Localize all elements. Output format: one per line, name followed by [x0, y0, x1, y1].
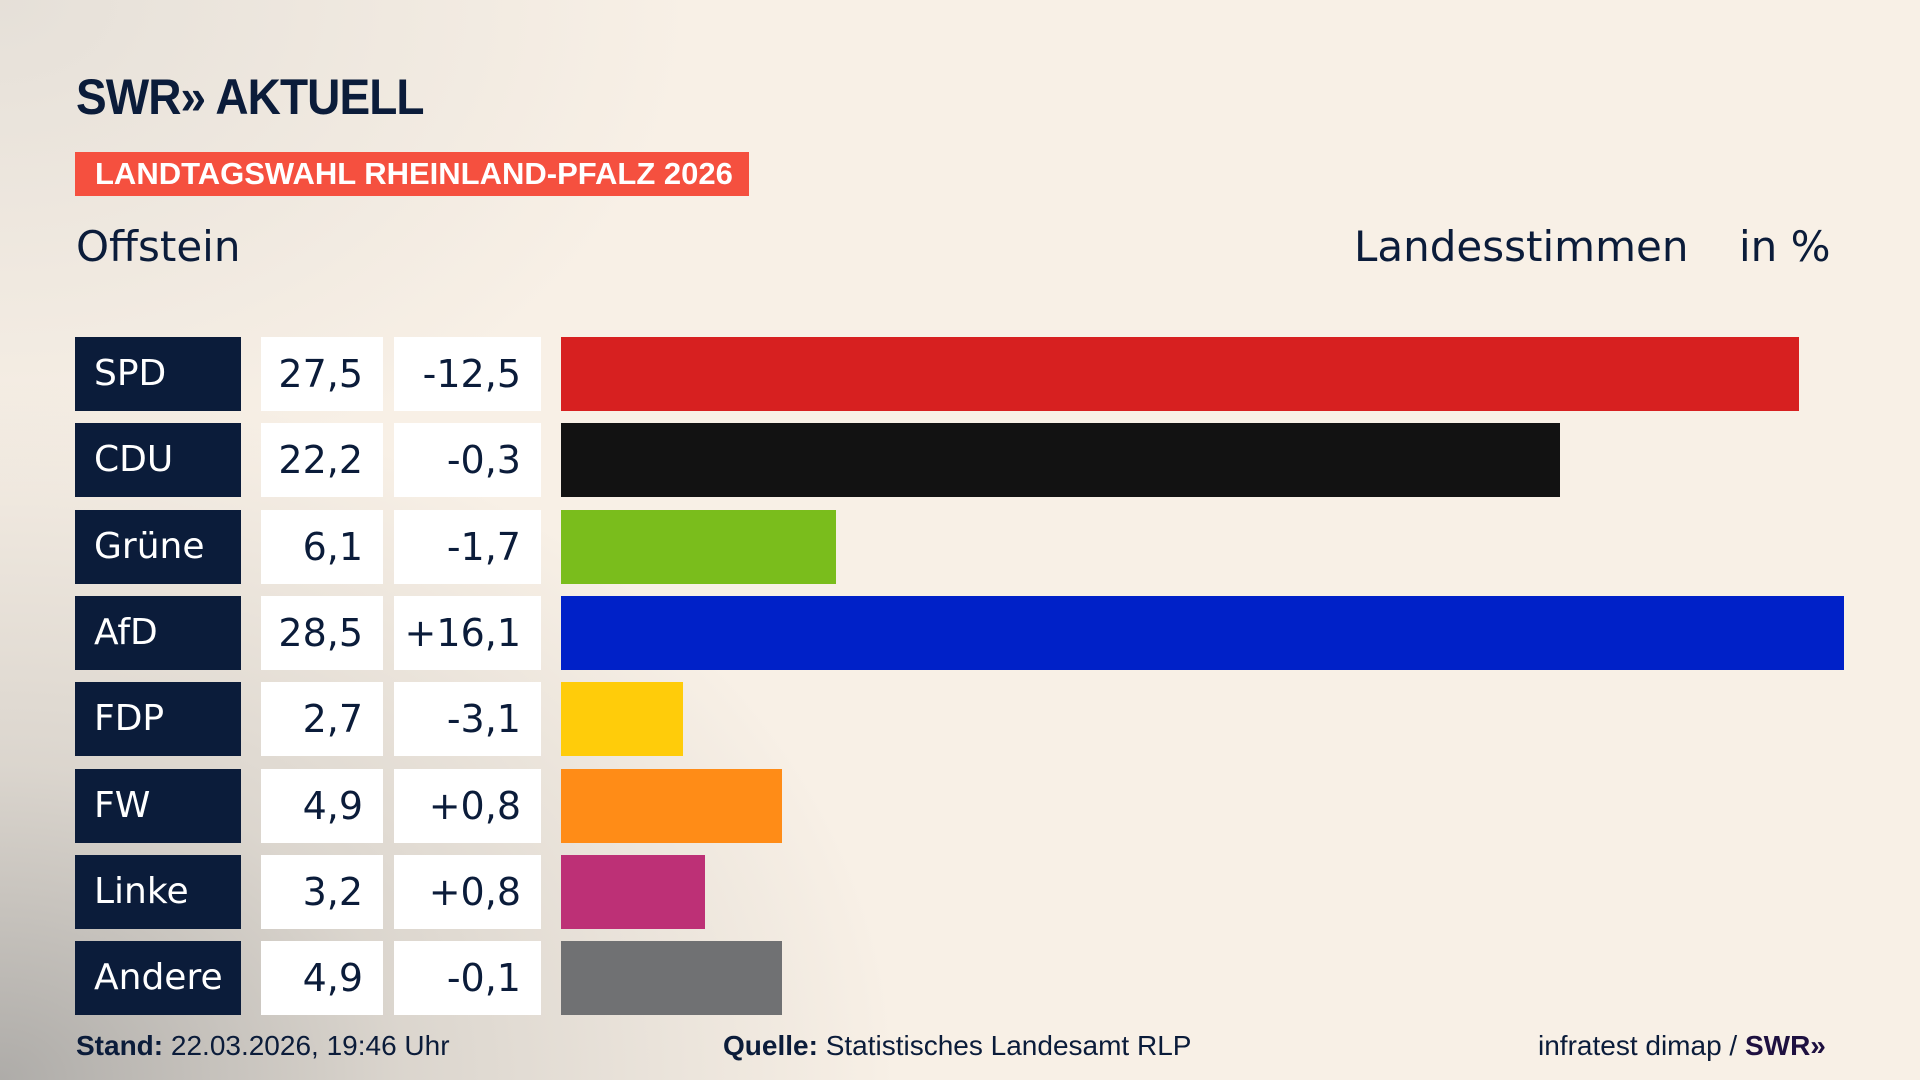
bar-cdu	[561, 423, 1561, 498]
bar-fw	[561, 768, 782, 843]
bar-fdp	[561, 682, 683, 757]
timestamp: Stand: 22.03.2026, 19:46 Uhr	[76, 1030, 450, 1062]
result-row: Grüne 6,1 -1,7	[0, 509, 1920, 584]
vote-share-label: 6,1	[261, 509, 383, 584]
vote-share-label: 4,9	[261, 768, 383, 843]
change-label: -12,5	[394, 337, 541, 411]
vote-share-label: 27,5	[261, 337, 383, 411]
party-label: FW	[75, 768, 241, 843]
change-label: -0,1	[394, 941, 541, 1016]
change-label: -1,7	[394, 509, 541, 584]
party-label: AfD	[75, 595, 241, 670]
measure-label: Landesstimmen	[1354, 222, 1689, 271]
party-label: SPD	[75, 337, 241, 411]
party-label: Andere	[75, 941, 241, 1016]
election-banner: LANDTAGSWAHL RHEINLAND-PFALZ 2026	[75, 152, 749, 196]
vote-share-label: 2,7	[261, 682, 383, 757]
change-label: -0,3	[394, 423, 541, 498]
change-label: -3,1	[394, 682, 541, 757]
stand-label: Stand:	[76, 1030, 164, 1061]
stand-value: 22.03.2026, 19:46 Uhr	[170, 1030, 450, 1061]
vote-share-label: 3,2	[261, 854, 383, 929]
result-row: Andere 4,9 -0,1	[0, 941, 1920, 1016]
result-row: CDU 22,2 -0,3	[0, 423, 1920, 498]
party-label: Linke	[75, 854, 241, 929]
change-label: +16,1	[394, 595, 541, 670]
vote-share-label: 4,9	[261, 941, 383, 1016]
bar-afd	[561, 595, 1844, 670]
swr-aktuell-logo: SWR» AKTUELL	[76, 69, 424, 125]
result-row: AfD 28,5 +16,1	[0, 595, 1920, 670]
change-label: +0,8	[394, 854, 541, 929]
source-value: Statistisches Landesamt RLP	[825, 1030, 1192, 1061]
party-label: Grüne	[75, 509, 241, 584]
credit-text: infratest dimap /	[1538, 1030, 1738, 1061]
result-row: SPD 27,5 -12,5	[0, 337, 1920, 411]
bar-andere	[561, 941, 782, 1016]
source-label: Quelle:	[723, 1030, 818, 1061]
result-row: FW 4,9 +0,8	[0, 768, 1920, 843]
credit: infratest dimap / SWR»	[1538, 1030, 1826, 1062]
vote-share-label: 22,2	[261, 423, 383, 498]
change-label: +0,8	[394, 768, 541, 843]
result-row: FDP 2,7 -3,1	[0, 682, 1920, 757]
source: Quelle: Statistisches Landesamt RLP	[723, 1030, 1191, 1062]
party-label: FDP	[75, 682, 241, 757]
bar-spd	[561, 337, 1799, 411]
party-label: CDU	[75, 423, 241, 498]
bar-linke	[561, 854, 706, 929]
vote-share-label: 28,5	[261, 595, 383, 670]
result-row: Linke 3,2 +0,8	[0, 854, 1920, 929]
unit-label: in %	[1739, 222, 1831, 271]
place-title: Offstein	[76, 222, 241, 271]
swr-logo: SWR»	[1744, 1030, 1826, 1061]
bar-grüne	[561, 509, 836, 584]
